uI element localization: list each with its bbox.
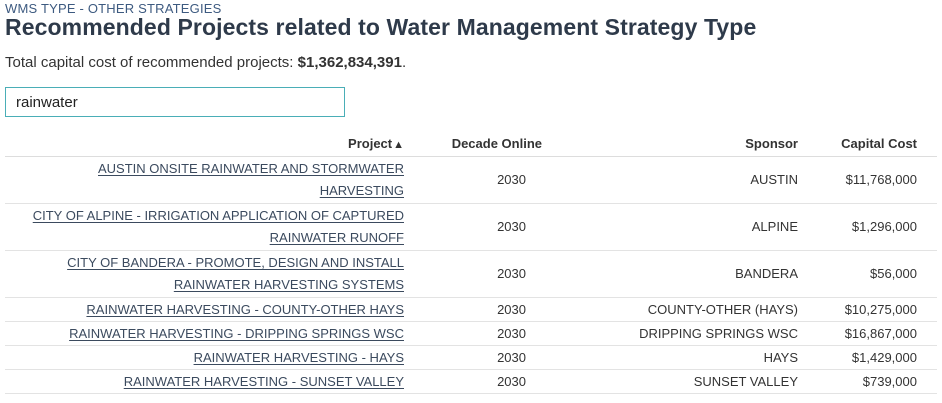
table-row: RAINWATER HARVESTING - COUNTY-OTHER HAYS… <box>5 297 937 322</box>
search-input[interactable] <box>5 87 345 117</box>
decade-cell: 2030 <box>404 156 542 204</box>
decade-cell: 2030 <box>404 250 542 298</box>
sponsor-cell: DRIPPING SPRINGS WSC <box>542 321 798 346</box>
capital-cost-cell: $56,000 <box>798 250 937 298</box>
sponsor-cell: COUNTY-OTHER (HAYS) <box>542 297 798 322</box>
project-link[interactable]: RAINWATER HARVESTING - COUNTY-OTHER HAYS <box>86 301 404 317</box>
table-row: RAINWATER HARVESTING - SUNSET VALLEY 203… <box>5 369 937 394</box>
capital-cost-cell: $739,000 <box>798 369 937 394</box>
project-cell: RAINWATER HARVESTING - SUNSET VALLEY <box>5 369 404 394</box>
column-header-capital-cost[interactable]: Capital Cost <box>798 132 937 157</box>
project-cell: RAINWATER HARVESTING - HAYS <box>5 345 404 370</box>
column-header-decade-online[interactable]: Decade Online <box>404 132 542 157</box>
total-label: Total capital cost of recommended projec… <box>5 54 294 71</box>
decade-cell: 2030 <box>404 321 542 346</box>
decade-cell: 2030 <box>404 369 542 394</box>
capital-cost-cell: $1,296,000 <box>798 203 937 251</box>
project-link[interactable]: CITY OF BANDERA - PROMOTE, DESIGN AND IN… <box>67 255 404 292</box>
project-link[interactable]: RAINWATER HARVESTING - HAYS <box>193 349 404 365</box>
sponsor-cell: BANDERA <box>542 250 798 298</box>
table-row: RAINWATER HARVESTING - HAYS 2030 HAYS $1… <box>5 345 937 370</box>
sponsor-cell: HAYS <box>542 345 798 370</box>
total-value: $1,362,834,391 <box>297 54 402 71</box>
table-row: CITY OF BANDERA - PROMOTE, DESIGN AND IN… <box>5 250 937 298</box>
total-suffix: . <box>401 54 407 71</box>
table-row: AUSTIN ONSITE RAINWATER AND STORMWATER H… <box>5 156 937 204</box>
sponsor-cell: ALPINE <box>542 203 798 251</box>
projects-table: Project▲ Decade Online Sponsor Capital C… <box>5 132 937 394</box>
column-header-project-label: Project <box>348 136 393 151</box>
project-link[interactable]: RAINWATER HARVESTING - SUNSET VALLEY <box>123 373 404 389</box>
project-link[interactable]: CITY OF ALPINE - IRRIGATION APPLICATION … <box>32 208 404 245</box>
decade-cell: 2030 <box>404 297 542 322</box>
project-cell: AUSTIN ONSITE RAINWATER AND STORMWATER H… <box>5 156 404 204</box>
column-header-sponsor[interactable]: Sponsor <box>542 132 798 157</box>
capital-cost-cell: $11,768,000 <box>798 156 937 204</box>
sponsor-cell: SUNSET VALLEY <box>542 369 798 394</box>
project-cell: CITY OF ALPINE - IRRIGATION APPLICATION … <box>5 203 404 251</box>
total-capital-cost: Total capital cost of recommended projec… <box>5 54 406 71</box>
project-link[interactable]: AUSTIN ONSITE RAINWATER AND STORMWATER H… <box>98 161 404 198</box>
capital-cost-cell: $10,275,000 <box>798 297 937 322</box>
sort-ascending-icon: ▲ <box>393 139 404 151</box>
decade-cell: 2030 <box>404 203 542 251</box>
column-header-project[interactable]: Project▲ <box>5 132 404 157</box>
project-cell: RAINWATER HARVESTING - DRIPPING SPRINGS … <box>5 321 404 346</box>
table-header-row: Project▲ Decade Online Sponsor Capital C… <box>5 132 937 157</box>
table-row: CITY OF ALPINE - IRRIGATION APPLICATION … <box>5 203 937 251</box>
capital-cost-cell: $1,429,000 <box>798 345 937 370</box>
project-cell: CITY OF BANDERA - PROMOTE, DESIGN AND IN… <box>5 250 404 298</box>
table-row: RAINWATER HARVESTING - DRIPPING SPRINGS … <box>5 321 937 346</box>
breadcrumb[interactable]: WMS TYPE - OTHER STRATEGIES <box>5 1 222 16</box>
decade-cell: 2030 <box>404 345 542 370</box>
project-link[interactable]: RAINWATER HARVESTING - DRIPPING SPRINGS … <box>69 325 404 341</box>
capital-cost-cell: $16,867,000 <box>798 321 937 346</box>
sponsor-cell: AUSTIN <box>542 156 798 204</box>
project-cell: RAINWATER HARVESTING - COUNTY-OTHER HAYS <box>5 297 404 322</box>
page-title: Recommended Projects related to Water Ma… <box>5 14 757 40</box>
